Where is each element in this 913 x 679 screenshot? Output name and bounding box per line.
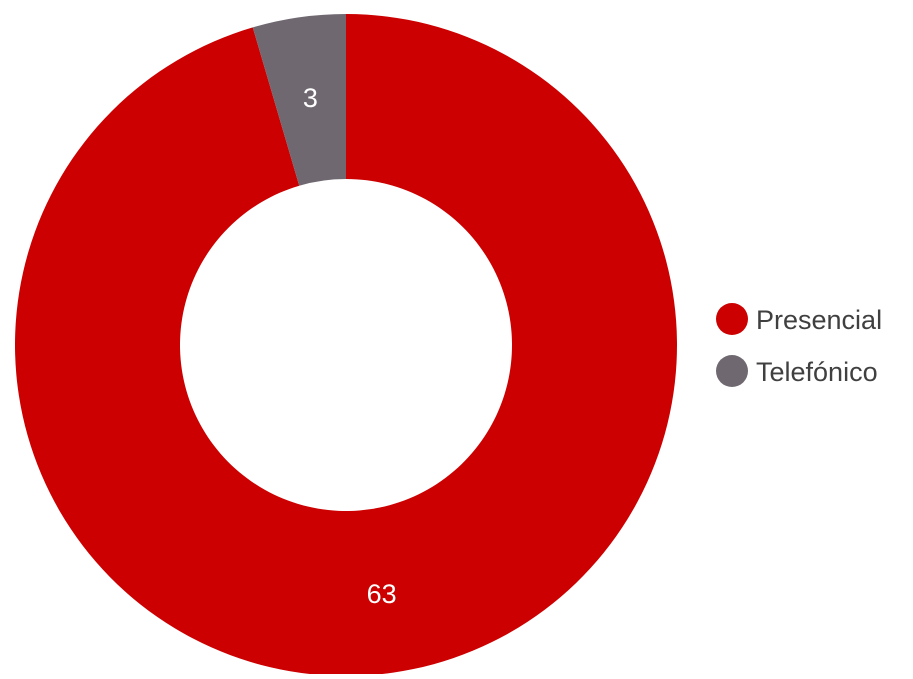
legend-label-presencial: Presencial bbox=[756, 305, 882, 335]
slice-presencial bbox=[14, 14, 678, 676]
slice-telefonico bbox=[252, 14, 346, 186]
data-label-presencial: 63 bbox=[367, 579, 397, 609]
data-labels-group: 63 3 bbox=[303, 83, 397, 609]
legend-swatch-presencial bbox=[716, 303, 748, 335]
legend-item-telefonico: Telefónico bbox=[716, 355, 878, 387]
legend-swatch-telefonico bbox=[716, 355, 748, 387]
legend-label-telefonico: Telefónico bbox=[756, 357, 878, 387]
legend: Presencial Telefónico bbox=[716, 303, 882, 387]
data-label-telefonico: 3 bbox=[303, 83, 318, 113]
legend-item-presencial: Presencial bbox=[716, 303, 882, 335]
slices-group bbox=[14, 14, 678, 676]
